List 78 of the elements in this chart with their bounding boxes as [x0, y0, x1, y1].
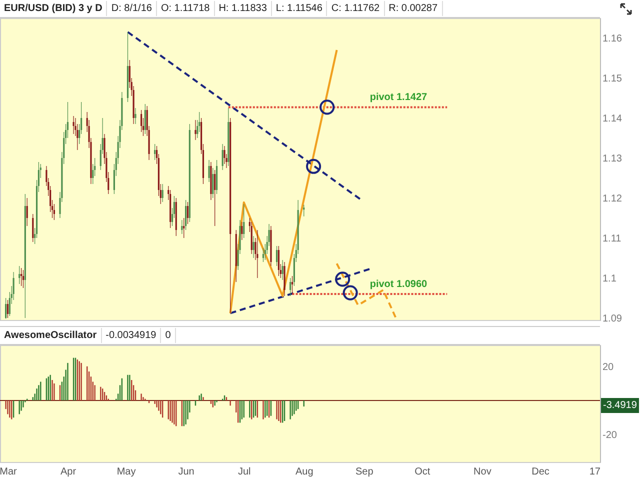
- point: [306, 158, 322, 174]
- x-tick-label: Sep: [355, 466, 374, 478]
- y-tick-label: 1.11: [602, 234, 622, 244]
- candlestick: [140, 110, 142, 132]
- point: [335, 272, 350, 287]
- candlestick: [194, 120, 196, 140]
- candlestick: [72, 116, 74, 134]
- text: C: 1.11762: [327, 1, 385, 16]
- candlestick: [144, 104, 146, 134]
- x-tick-label: Dec: [532, 466, 550, 478]
- candlestick: [18, 266, 20, 284]
- x-tick-label: Mar: [0, 466, 18, 478]
- candlestick: [186, 202, 189, 224]
- text: R: 0.00287: [384, 1, 443, 16]
- candlestick: [224, 146, 226, 164]
- candlestick: [26, 198, 28, 226]
- candlestick: [6, 300, 9, 318]
- candlestick: [252, 236, 254, 258]
- candlestick: [53, 204, 55, 220]
- candlestick: [183, 218, 185, 238]
- chart-title: EUR/USD (BID) 3 y D: [0, 1, 108, 16]
- x-tick-label: Aug: [295, 466, 314, 478]
- text: -0.0034919: [102, 328, 162, 343]
- y-tick-label: 1.15: [602, 74, 622, 84]
- candlestick: [162, 184, 164, 202]
- candlestick: [222, 144, 224, 170]
- candlestick: [284, 262, 286, 296]
- candlestick: [5, 298, 7, 320]
- y-tick-label: 1.09: [602, 314, 622, 324]
- x-tick-label: Jul: [238, 466, 251, 478]
- x-tick-label: Jun: [178, 466, 194, 478]
- x-tick-label: 17: [589, 466, 601, 478]
- candlestick: [185, 200, 187, 230]
- point: [342, 285, 358, 300]
- candlestick: [134, 108, 136, 124]
- candlestick: [241, 222, 243, 240]
- chart-title: AwesomeOscillator: [0, 328, 102, 343]
- annotation: -3.4919: [601, 398, 639, 414]
- series-label: pivot 1.0960: [370, 279, 428, 290]
- candlestick: [20, 268, 22, 286]
- candlestick: [208, 160, 210, 182]
- y-tick-label: 1.14: [602, 114, 622, 124]
- candlestick: [214, 170, 216, 226]
- candlestick: [22, 270, 24, 288]
- text: D: 8/1/16: [107, 1, 157, 16]
- candlestick: [290, 278, 292, 296]
- x-tick-label: Nov: [474, 466, 492, 478]
- series-label: pivot 1.1427: [370, 92, 428, 104]
- text: 0: [161, 328, 176, 343]
- candlestick: [291, 276, 294, 294]
- candlestick: [262, 248, 264, 262]
- candlestick: [212, 168, 214, 198]
- y-tick-label: 1.13: [602, 154, 622, 164]
- candlestick: [243, 204, 245, 238]
- candlestick: [12, 272, 14, 300]
- candlestick: [278, 246, 280, 276]
- x-tick-label: Oct: [414, 466, 430, 478]
- y-tick-label: -20: [602, 430, 618, 442]
- candlestick: [181, 220, 183, 234]
- x-tick-label: Apr: [60, 466, 77, 478]
- candlestick: [303, 204, 305, 217]
- candlestick: [256, 230, 258, 278]
- text: O: 1.11718: [156, 1, 215, 16]
- y-tick-label: 1.12: [602, 194, 622, 204]
- point: [320, 100, 335, 115]
- text: H: 1.11833: [214, 1, 272, 16]
- candlestick: [32, 214, 34, 242]
- y-tick-label: 20: [602, 362, 614, 373]
- text: L: 1.11546: [272, 1, 328, 16]
- candlestick: [282, 260, 284, 280]
- y-tick-label: 1.1: [602, 274, 617, 284]
- candlestick: [154, 144, 156, 160]
- candlestick: [216, 160, 218, 194]
- y-tick-label: 1.16: [602, 34, 622, 44]
- x-tick-label: May: [116, 466, 136, 478]
- candlestick: [276, 246, 278, 266]
- line-series: [229, 49, 338, 314]
- candlestick: [250, 222, 252, 254]
